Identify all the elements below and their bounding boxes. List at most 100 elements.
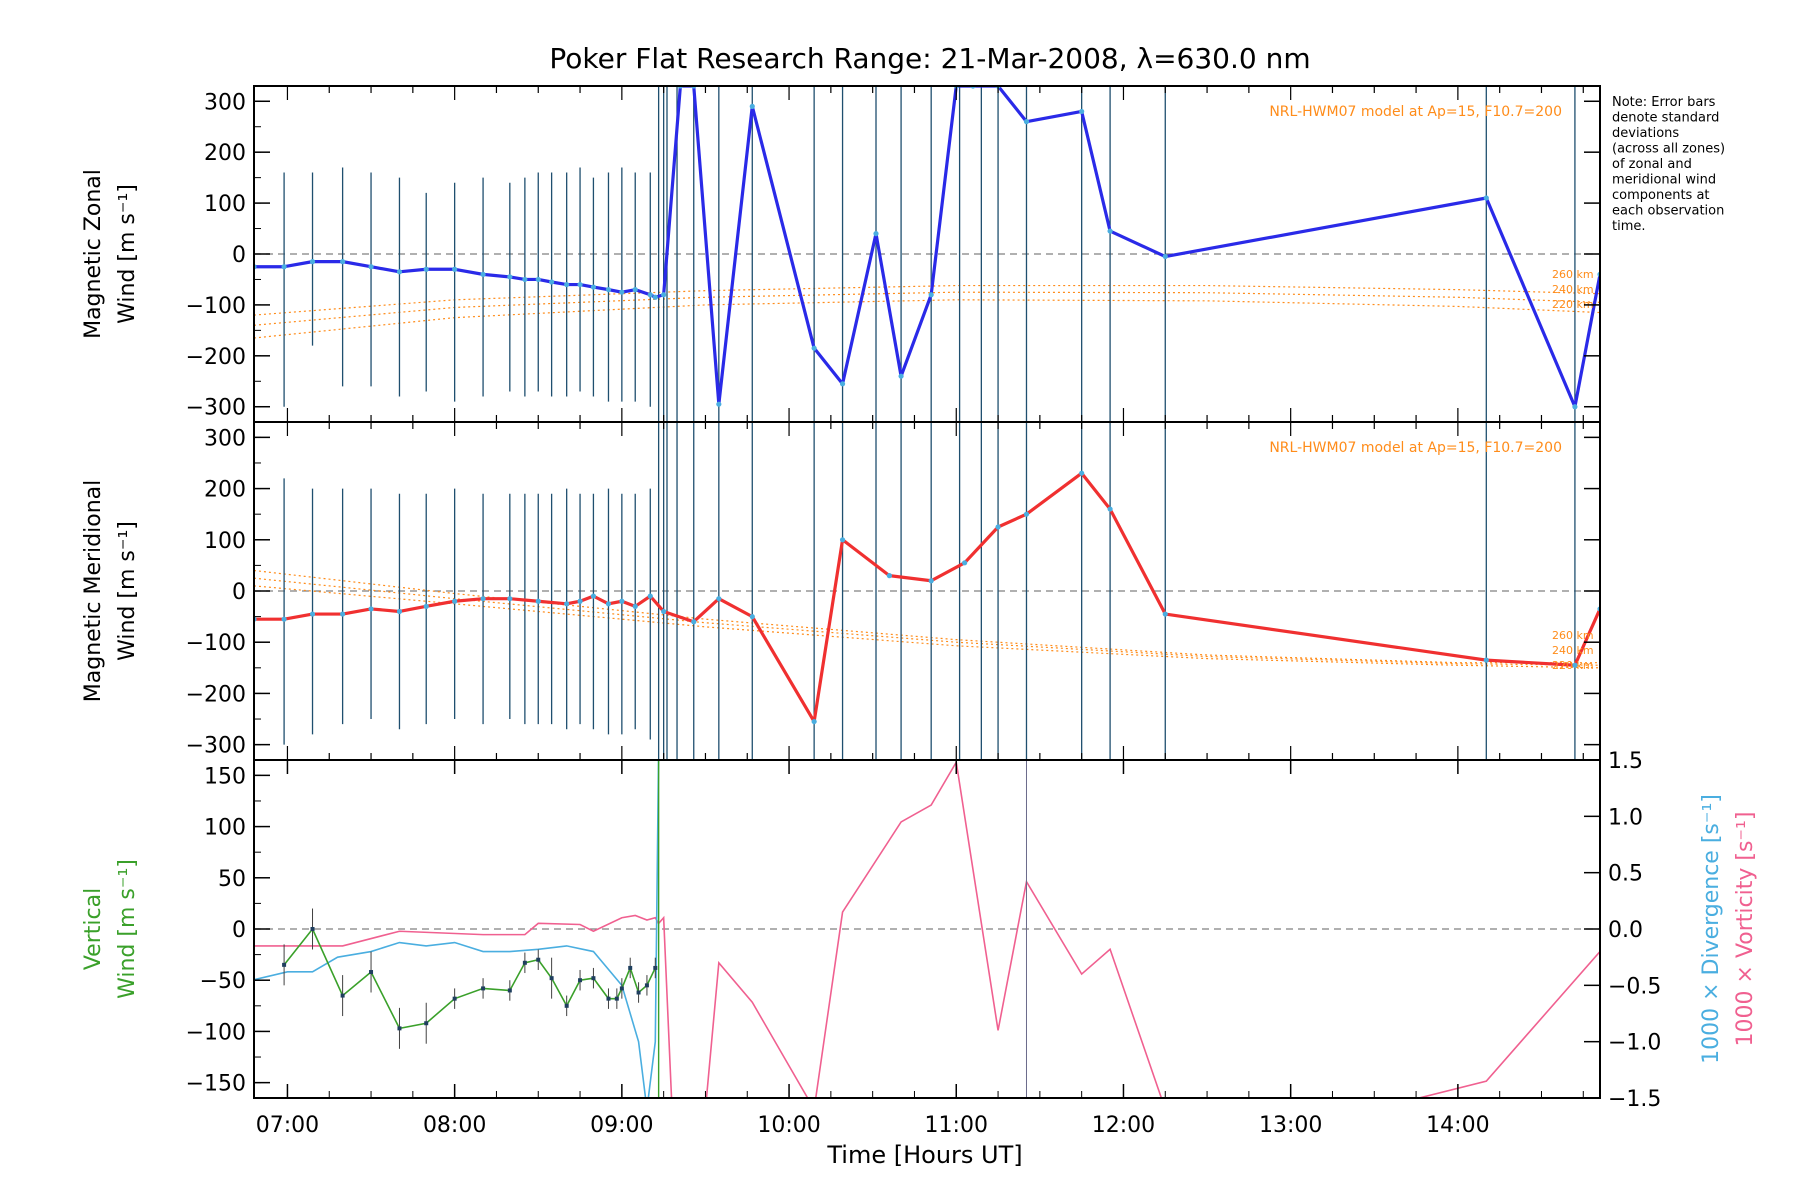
chart-title: Poker Flat Research Range: 21-Mar-2008, … [549,42,1310,75]
data-point [886,573,892,579]
x-tick-label: 14:00 [1426,1113,1489,1138]
vertical-wind-point [340,993,345,998]
vertical-wind-point [606,996,611,1001]
vorticity-axis-label: 1000 × Vorticity [s⁻¹] [1733,812,1758,1047]
data-point [839,537,846,543]
y-tick-label: 200 [204,141,246,166]
y-axis-label-line1: Magnetic Meridional [81,480,106,702]
data-point [577,281,583,288]
y-tick-label: 50 [218,867,246,892]
data-point [507,596,513,602]
plot-area [254,422,1600,760]
vertical-wind-point [369,970,374,975]
data-point [839,381,846,387]
data-point [1107,506,1113,512]
y-axis-label-line2: Wind [m s⁻¹] [115,859,140,999]
data-point [522,276,528,283]
data-point [661,608,667,615]
vertical-wind-point [578,978,583,983]
data-point [480,596,486,602]
data-point [577,598,583,604]
data-point [632,287,638,293]
x-tick-label: 08:00 [423,1113,486,1138]
data-point [368,606,374,612]
model-altitude-label: 260 km [1552,629,1594,642]
right-tick-label: 0.0 [1608,918,1643,943]
meridional-wind-line [254,471,1600,724]
data-point [1079,470,1085,476]
data-point [811,718,817,725]
data-point [1572,662,1578,668]
y-tick-label: −200 [186,682,246,707]
plot-area [254,760,1600,1098]
vertical-wind-point [591,976,596,981]
y-axis-label-line1: Vertical [81,888,106,970]
data-point [590,593,597,599]
model-label: NRL-HWM07 model at Ap=15, F10.7=200 [1269,104,1562,120]
vertical-wind-point [619,986,624,991]
vertical-wind-point [507,988,512,993]
data-point [452,598,458,604]
x-axis-label: Time [Hours UT] [826,1141,1022,1169]
note-line: time. [1612,219,1646,234]
vertical-wind-point [653,965,658,970]
vorticity-line [254,760,1600,1098]
model-altitude-label: 240 km [1552,283,1594,296]
y-tick-label: −50 [200,969,246,994]
vertical-wind-point [481,986,486,991]
x-tick-label: 10:00 [757,1113,820,1138]
y-tick-label: 300 [204,90,246,115]
model-label: NRL-HWM07 model at Ap=15, F10.7=200 [1269,440,1562,456]
vertical-wind-line [283,927,657,1030]
divergence-line [254,760,660,1098]
y-tick-label: −300 [186,396,246,421]
y-tick-label: −100 [186,294,246,319]
data-point [396,608,403,615]
data-point [423,603,429,609]
model-curve-0 [254,284,1600,316]
data-point [749,103,755,109]
data-point [1023,511,1030,517]
y-tick-label: 0 [232,918,246,943]
data-point [564,281,570,288]
vertical-wind-point [310,927,315,931]
y-axis-label-line1: Magnetic Zonal [81,169,106,339]
data-point [340,611,346,617]
y-tick-label: 0 [232,243,246,268]
vertical-wind-point [644,983,649,988]
y-tick-label: −200 [186,345,246,370]
note-line: Note: Error bars [1612,95,1716,110]
vertical-wind-point [636,990,641,995]
data-point [1079,108,1085,115]
data-point [340,259,346,265]
data-point [507,274,513,280]
data-point [873,231,879,237]
right-tick-label: 1.0 [1608,805,1643,830]
y-tick-label: 150 [204,764,246,789]
vertical-wind-point [397,1026,402,1031]
x-tick-label: 11:00 [925,1113,988,1138]
right-tick-label: 0.5 [1608,862,1643,887]
data-point [647,292,653,298]
y-tick-label: 100 [204,192,246,217]
right-tick-label: −1.0 [1608,1031,1661,1056]
x-tick-label: 09:00 [590,1113,653,1138]
vertical-wind-point [522,960,527,965]
vertical-wind-point [614,996,619,1001]
data-point [1483,195,1489,201]
vertical-wind-point [536,957,541,962]
data-point [281,264,287,270]
data-point [652,294,658,300]
data-point [749,614,755,620]
data-point [716,401,722,407]
vertical-wind-point [282,962,287,967]
model-altitude-label: 260 km [1552,268,1594,281]
x-tick-label: 12:00 [1092,1113,1155,1138]
data-point [590,284,597,290]
data-point [647,593,653,599]
data-point [962,560,968,566]
data-point [368,264,374,270]
panel-meridional: NRL-HWM07 model at Ap=15, F10.7=200 260 k… [81,421,1601,761]
